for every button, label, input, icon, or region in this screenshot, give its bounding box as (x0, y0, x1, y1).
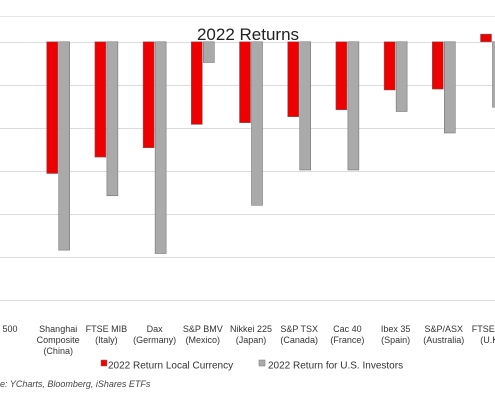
x-tick-label-line: (Canada) (280, 335, 318, 345)
bar-us-investors (395, 41, 408, 112)
x-tick-label-line: Nikkei 225 (230, 324, 272, 334)
x-tick-label: 500 (2, 324, 17, 334)
bar-local-currency (383, 41, 396, 91)
bar-us-investors (347, 41, 360, 171)
x-tick-label-line: S&P TSX (280, 324, 318, 334)
legend-label-us: 2022 Return for U.S. Investors (268, 361, 403, 372)
bar-local-currency (432, 41, 444, 90)
x-tick-label-line: Shanghai (39, 324, 77, 334)
x-tick-label-line: Dax (147, 324, 164, 334)
bar-us-investors (106, 41, 119, 197)
x-tick-label-line: S&P/ASX (425, 324, 464, 334)
bar-local-currency (142, 41, 155, 148)
bar-local-currency (239, 41, 251, 123)
x-tick-label-line: FTSE MIB (86, 324, 128, 334)
x-tick-label: Cac 40 (France) (330, 324, 364, 345)
x-tick-label-line: (Germany) (133, 335, 176, 345)
bar-local-currency (46, 41, 58, 174)
x-tick-label: Shanghai Composite (China) (37, 324, 80, 356)
bar-us-investors (444, 41, 456, 134)
x-tick-label-line: (Japan) (236, 335, 267, 345)
x-tick-label-line: S&P BMV (183, 324, 223, 334)
bar-local-currency (480, 33, 492, 43)
bar-local-currency (287, 41, 299, 117)
x-tick-label: Dax (Germany) (133, 324, 176, 345)
legend-swatch-local (100, 359, 108, 367)
bar-us-investors (492, 41, 495, 108)
legend: 2022 Return Local Currency 2022 Return f… (100, 359, 403, 372)
source-note: e: YCharts, Bloomberg, iShares ETFs (0, 379, 151, 389)
x-tick-labels: 500 Shanghai Composite (China) FTSE MIB (Ital… (2, 324, 495, 356)
bar-local-currency (335, 41, 348, 111)
x-tick-label-line: (Mexico) (186, 335, 221, 345)
x-tick-label-line: Ibex 35 (381, 324, 411, 334)
bar-us-investors (203, 41, 215, 63)
legend-swatch-us (258, 359, 266, 367)
x-tick-label-line: (Australia) (423, 335, 464, 345)
bar-us-investors (299, 41, 311, 171)
bar-local-currency (191, 41, 203, 125)
x-tick-label: Ibex 35 (Spain) (381, 324, 411, 345)
x-tick-label-line: Composite (37, 335, 80, 345)
x-tick-label: S&P TSX (Canada) (280, 324, 318, 345)
x-tick-label-line: (China) (43, 346, 73, 356)
x-tick-label-line: (U.K.) (480, 335, 495, 345)
x-tick-label-line: (France) (330, 335, 364, 345)
x-tick-label: S&P BMV (Mexico) (183, 324, 223, 345)
bar-us-investors (251, 41, 263, 206)
x-tick-label: FTSE MIB (Italy) (86, 324, 128, 345)
bars (46, 33, 495, 254)
x-tick-label-line: (Spain) (381, 335, 410, 345)
bar-us-investors (154, 41, 167, 254)
legend-label-local: 2022 Return Local Currency (108, 361, 233, 372)
x-tick-label-line: FTSE 100 (472, 324, 495, 334)
x-tick-label: FTSE 100(U.K.) (472, 324, 495, 345)
x-tick-label: S&P/ASX (Australia) (423, 324, 464, 345)
bar-us-investors (58, 41, 70, 251)
bar-local-currency (94, 41, 107, 158)
x-tick-label-line: Cac 40 (333, 324, 362, 334)
chart-title: 2022 Returns (197, 25, 299, 44)
x-tick-label-line: 500 (2, 324, 17, 334)
x-tick-label-line: (Italy) (95, 335, 118, 345)
x-tick-label: Nikkei 225 (Japan) (230, 324, 272, 345)
